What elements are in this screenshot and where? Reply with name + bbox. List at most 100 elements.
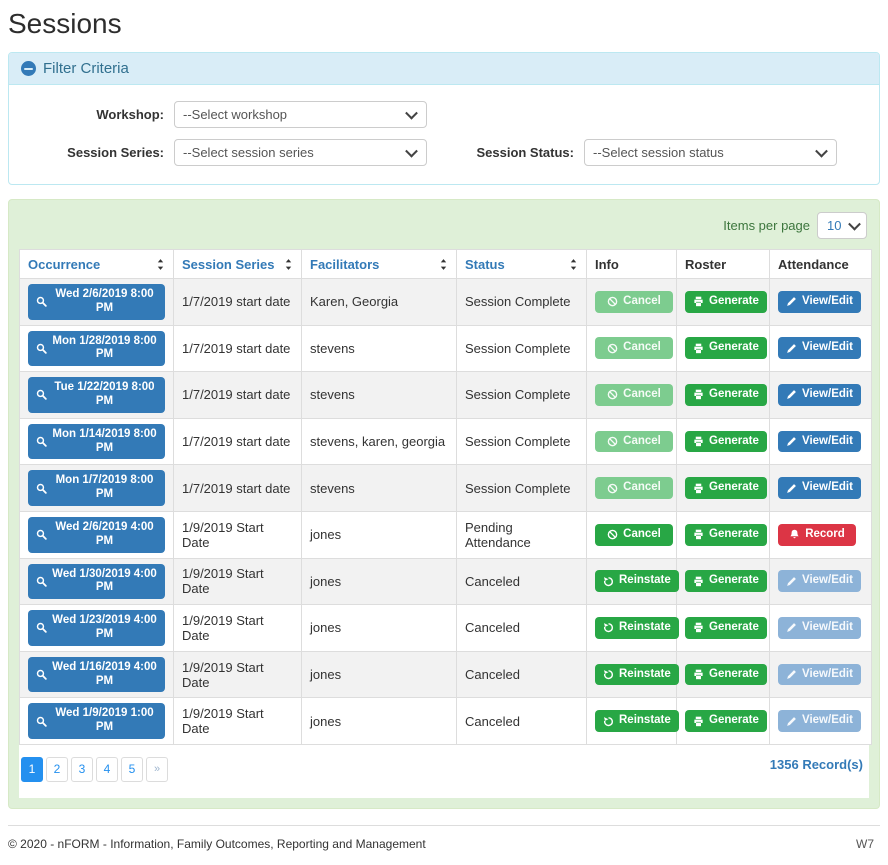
occurrence-cell: Mon 1/14/2019 8:00 PM [20, 418, 174, 465]
workshop-select[interactable]: --Select workshop [174, 101, 427, 128]
items-per-page-select[interactable]: 10 [817, 212, 867, 239]
facilitators-cell: jones [302, 605, 457, 652]
occurrence-label: Tue 1/22/2019 8:00 PM [52, 381, 157, 409]
generate-button[interactable]: Generate [685, 477, 767, 499]
cancel-button[interactable]: Cancel [595, 524, 673, 546]
occurrence-button[interactable]: Wed 1/23/2019 4:00 PM [28, 610, 165, 646]
generate-button[interactable]: Generate [685, 431, 767, 453]
button-label: Cancel [623, 528, 661, 542]
occurrence-button[interactable]: Wed 2/6/2019 4:00 PM [28, 517, 165, 553]
view-edit-button[interactable]: View/Edit [778, 477, 861, 499]
button-label: Cancel [623, 388, 661, 402]
generate-button[interactable]: Generate [685, 337, 767, 359]
occurrence-button[interactable]: Mon 1/7/2019 8:00 PM [28, 470, 165, 506]
occurrence-button[interactable]: Wed 1/9/2019 1:00 PM [28, 703, 165, 739]
view-edit-button[interactable]: View/Edit [778, 384, 861, 406]
occurrence-button[interactable]: Wed 1/16/2019 4:00 PM [28, 657, 165, 693]
occurrence-button[interactable]: Mon 1/14/2019 8:00 PM [28, 424, 165, 460]
cancel-button[interactable]: Cancel [595, 431, 673, 453]
reinstate-button[interactable]: Reinstate [595, 617, 679, 639]
page-button-5[interactable]: 5 [121, 757, 143, 782]
table-row: Wed 2/6/2019 4:00 PM1/9/2019 Start Datej… [20, 511, 872, 558]
attendance-cell: View/Edit [770, 325, 872, 372]
occurrence-cell: Wed 2/6/2019 4:00 PM [20, 511, 174, 558]
session-series-field: Session Series: --Select session series [19, 139, 444, 166]
page-button-1[interactable]: 1 [21, 757, 43, 782]
view-edit-button[interactable]: View/Edit [778, 570, 861, 592]
occurrence-button[interactable]: Wed 1/30/2019 4:00 PM [28, 564, 165, 600]
search-icon [36, 389, 47, 400]
session-status-select[interactable]: --Select session status [584, 139, 837, 166]
view-edit-button[interactable]: View/Edit [778, 431, 861, 453]
generate-button[interactable]: Generate [685, 384, 767, 406]
column-header-session-series[interactable]: Session Series [174, 250, 302, 279]
sort-icon[interactable] [284, 258, 293, 271]
reinstate-button[interactable]: Reinstate [595, 664, 679, 686]
printer-icon [693, 296, 704, 307]
page-button-2[interactable]: 2 [46, 757, 68, 782]
session-series-cell: 1/7/2019 start date [174, 465, 302, 512]
cancel-button[interactable]: Cancel [595, 337, 673, 359]
items-per-page-label: Items per page [723, 218, 810, 233]
workshop-label: Workshop: [19, 107, 174, 122]
filter-criteria-title: Filter Criteria [43, 60, 129, 77]
session-status-label: Session Status: [444, 145, 584, 160]
view-edit-button[interactable]: View/Edit [778, 664, 861, 686]
button-label: View/Edit [802, 341, 853, 355]
facilitators-cell: jones [302, 651, 457, 698]
occurrence-button[interactable]: Wed 2/6/2019 8:00 PM [28, 284, 165, 320]
facilitators-cell: stevens, karen, georgia [302, 418, 457, 465]
sort-icon[interactable] [569, 258, 578, 271]
reinstate-button[interactable]: Reinstate [595, 710, 679, 732]
generate-button[interactable]: Generate [685, 710, 767, 732]
occurrence-button[interactable]: Tue 1/22/2019 8:00 PM [28, 377, 165, 413]
collapse-minus-icon[interactable] [21, 61, 36, 76]
footer-version: W7 [856, 837, 880, 851]
occurrence-button[interactable]: Mon 1/28/2019 8:00 PM [28, 331, 165, 367]
column-header-occurrence[interactable]: Occurrence [20, 250, 174, 279]
undo-icon [603, 716, 614, 727]
items-per-page-select-wrapper: 10 [817, 212, 867, 239]
records-count: 1356 Record(s) [770, 757, 867, 772]
next-page-button[interactable]: » [146, 757, 168, 782]
generate-button[interactable]: Generate [685, 664, 767, 686]
roster-cell: Generate [677, 511, 770, 558]
page-button-3[interactable]: 3 [71, 757, 93, 782]
occurrence-label: Wed 1/9/2019 1:00 PM [52, 707, 157, 735]
column-label: Facilitators [310, 257, 379, 272]
sort-icon[interactable] [156, 258, 165, 271]
session-status-select-wrapper: --Select session status [584, 139, 837, 166]
generate-button[interactable]: Generate [685, 570, 767, 592]
view-edit-button[interactable]: View/Edit [778, 291, 861, 313]
button-label: Generate [709, 528, 759, 542]
session-series-cell: 1/9/2019 Start Date [174, 651, 302, 698]
pencil-icon [786, 343, 797, 354]
record-button[interactable]: Record [778, 524, 856, 546]
session-series-cell: 1/7/2019 start date [174, 279, 302, 326]
session-series-select[interactable]: --Select session series [174, 139, 427, 166]
cancel-button[interactable]: Cancel [595, 384, 673, 406]
undo-icon [603, 669, 614, 680]
page-button-4[interactable]: 4 [96, 757, 118, 782]
table-row: Wed 1/23/2019 4:00 PM1/9/2019 Start Date… [20, 605, 872, 652]
status-cell: Canceled [457, 698, 587, 745]
column-header-facilitators[interactable]: Facilitators [302, 250, 457, 279]
view-edit-button[interactable]: View/Edit [778, 337, 861, 359]
view-edit-button[interactable]: View/Edit [778, 710, 861, 732]
generate-button[interactable]: Generate [685, 291, 767, 313]
info-cell: Reinstate [587, 605, 677, 652]
sort-icon[interactable] [439, 258, 448, 271]
session-series-cell: 1/9/2019 Start Date [174, 511, 302, 558]
info-cell: Cancel [587, 325, 677, 372]
generate-button[interactable]: Generate [685, 617, 767, 639]
reinstate-button[interactable]: Reinstate [595, 570, 679, 592]
filter-body: Workshop: --Select workshop Session Seri… [9, 85, 879, 184]
info-cell: Reinstate [587, 651, 677, 698]
printer-icon [693, 343, 704, 354]
generate-button[interactable]: Generate [685, 524, 767, 546]
cancel-button[interactable]: Cancel [595, 477, 673, 499]
view-edit-button[interactable]: View/Edit [778, 617, 861, 639]
cancel-button[interactable]: Cancel [595, 291, 673, 313]
column-header-status[interactable]: Status [457, 250, 587, 279]
filter-criteria-toggle[interactable]: Filter Criteria [9, 53, 879, 85]
